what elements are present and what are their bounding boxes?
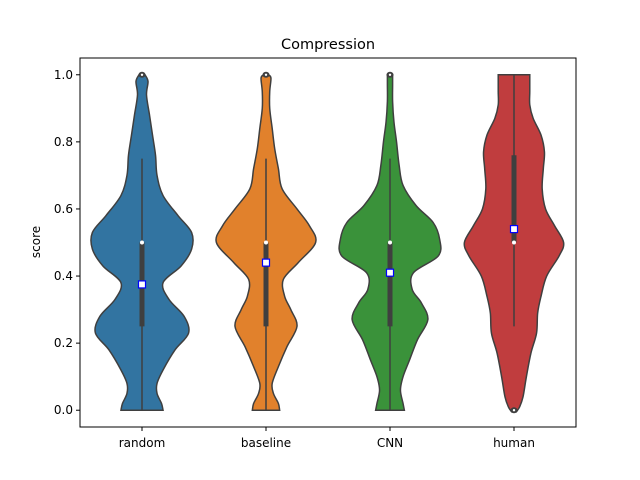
x-tick-label-cnn: CNN (377, 436, 403, 450)
y-tick-label: 0.4 (54, 269, 73, 283)
y-tick-label: 0.0 (54, 403, 73, 417)
mean-marker-baseline (261, 258, 271, 267)
median-marker-random (140, 240, 144, 245)
outlier-center-human (512, 409, 516, 412)
median-marker-baseline (264, 240, 268, 245)
violin-random (90, 71, 194, 411)
y-axis: 0.0 0.2 0.4 0.6 0.8 1.0 (54, 68, 80, 417)
chart-title: Compression (281, 37, 375, 53)
axes-frame (79, 57, 577, 428)
outlier-center-cnn (388, 73, 392, 76)
x-tick-label-human: human (493, 436, 535, 450)
x-tick-label-baseline: baseline (241, 436, 291, 450)
violin-human (463, 74, 565, 414)
x-axis: random baseline CNN human (119, 427, 535, 450)
mean-marker-random (137, 280, 147, 289)
mean-marker-human (509, 224, 519, 234)
plot-area (90, 71, 565, 414)
violin-cnn (338, 71, 442, 411)
outlier-center-random (140, 73, 144, 76)
y-axis-label: score (29, 226, 43, 258)
y-tick-label: 0.2 (54, 336, 73, 350)
median-marker-cnn (388, 240, 392, 245)
y-tick-label: 1.0 (54, 68, 73, 82)
y-tick-label: 0.6 (54, 202, 73, 216)
mean-marker-cnn (385, 268, 395, 277)
x-tick-label-random: random (119, 436, 166, 450)
outlier-center-baseline (264, 73, 268, 76)
y-tick-label: 0.8 (54, 135, 73, 149)
violin-baseline (215, 71, 317, 411)
median-marker-human (512, 240, 516, 245)
